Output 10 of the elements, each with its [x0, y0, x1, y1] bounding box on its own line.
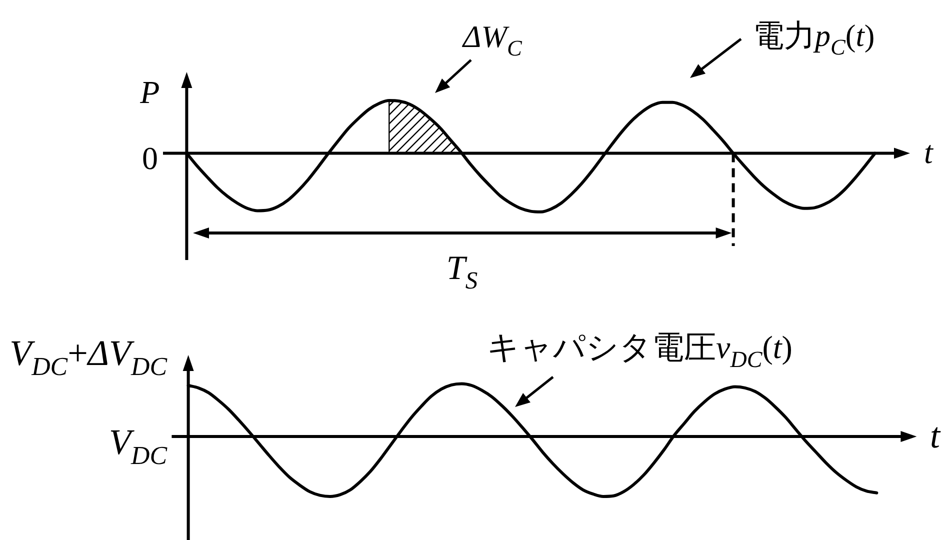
series-name: 電力p$_{C}$(t) [753, 18, 875, 60]
xlabel: t [924, 134, 933, 170]
annotation: 0 [142, 140, 158, 176]
series-name: キャパシタ電圧v$_{DC}$(t) [487, 329, 792, 372]
annotation: V$_{DC}$+ΔV$_{DC}$ [10, 333, 167, 382]
annotation: V$_{DC}$ [109, 422, 167, 470]
annotation: T$_{S}$ [446, 250, 478, 295]
ylabel: P [140, 74, 160, 110]
series-name: ΔW$_{C}$ [463, 19, 522, 61]
xlabel: t [930, 415, 940, 456]
